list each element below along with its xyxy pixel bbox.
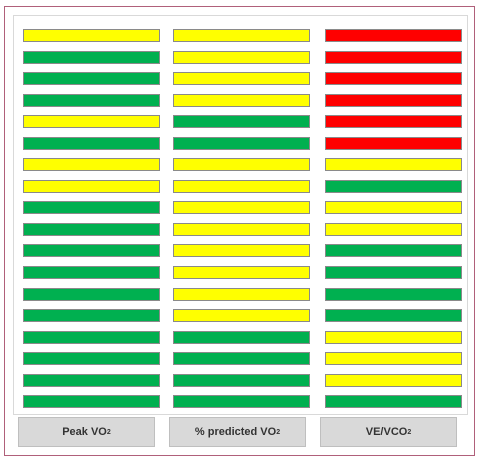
status-bar-yellow	[173, 266, 310, 280]
status-bar-yellow	[173, 222, 310, 236]
status-bar-yellow	[23, 179, 160, 193]
status-bar-green	[325, 244, 462, 258]
status-bar-green	[23, 287, 160, 301]
status-bar-green	[23, 330, 160, 344]
status-bar-yellow	[325, 352, 462, 366]
status-bar-green	[23, 222, 160, 236]
status-bar-red	[325, 72, 462, 86]
status-bar-red	[325, 93, 462, 107]
status-bar-yellow	[173, 179, 310, 193]
status-bar-green	[23, 201, 160, 215]
column-ve-vco2	[325, 29, 462, 417]
status-bar-green	[23, 266, 160, 280]
status-bar-yellow	[325, 158, 462, 172]
chart-frame: Peak VO 2 % predicted VO 2 VE/VCO 2	[4, 6, 475, 456]
status-bar-yellow	[325, 330, 462, 344]
column-percent-predicted-vo2	[173, 29, 310, 417]
status-bar-green	[173, 115, 310, 129]
status-bar-red	[325, 136, 462, 150]
status-bar-yellow	[173, 29, 310, 42]
status-bar-green	[23, 93, 160, 107]
status-bar-green	[173, 373, 310, 387]
label-percent-predicted-vo2-sub: 2	[276, 428, 281, 436]
status-bar-green	[173, 330, 310, 344]
status-bar-yellow	[173, 201, 310, 215]
status-bar-yellow	[173, 244, 310, 258]
status-bar-green	[325, 179, 462, 193]
status-bar-yellow	[173, 287, 310, 301]
label-ve-vco2-sub: 2	[407, 428, 412, 436]
status-bar-yellow	[325, 373, 462, 387]
label-percent-predicted-vo2: % predicted VO 2	[169, 417, 306, 447]
status-bar-red	[325, 29, 462, 42]
status-bar-yellow	[173, 93, 310, 107]
status-bar-green	[23, 136, 160, 150]
status-bar-green	[325, 287, 462, 301]
status-bar-yellow	[325, 222, 462, 236]
status-bar-green	[173, 136, 310, 150]
status-bar-yellow	[325, 201, 462, 215]
status-bar-yellow	[23, 158, 160, 172]
label-peak-vo2-sub: 2	[106, 428, 111, 436]
status-bar-yellow	[173, 158, 310, 172]
label-ve-vco2: VE/VCO 2	[320, 417, 457, 447]
status-bar-green	[23, 373, 160, 387]
bars-area	[13, 15, 468, 415]
status-bar-yellow	[173, 309, 310, 323]
status-bar-green	[325, 395, 462, 409]
status-bar-yellow	[173, 50, 310, 64]
status-bar-red	[325, 50, 462, 64]
status-bar-green	[325, 266, 462, 280]
label-peak-vo2-main: Peak VO	[62, 426, 107, 438]
status-bar-green	[23, 352, 160, 366]
status-bar-yellow	[23, 29, 160, 42]
status-bar-red	[325, 115, 462, 129]
label-percent-predicted-vo2-main: % predicted VO	[194, 426, 277, 438]
status-bar-yellow	[173, 72, 310, 86]
status-bar-green	[23, 244, 160, 258]
status-bar-green	[23, 309, 160, 323]
label-ve-vco2-main: VE/VCO	[365, 426, 408, 438]
label-peak-vo2: Peak VO 2	[18, 417, 155, 447]
status-bar-green	[23, 50, 160, 64]
status-bar-green	[325, 309, 462, 323]
status-bar-green	[23, 72, 160, 86]
status-bar-green	[173, 395, 310, 409]
status-bar-green	[173, 352, 310, 366]
status-bar-green	[23, 395, 160, 409]
column-peak-vo2	[23, 29, 160, 417]
status-bar-yellow	[23, 115, 160, 129]
